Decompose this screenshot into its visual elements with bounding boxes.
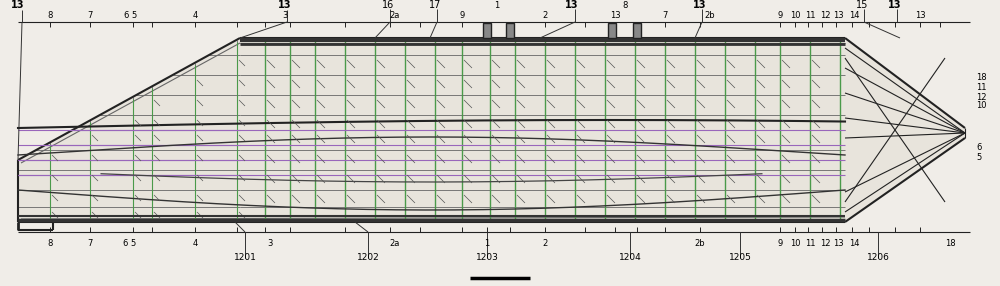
Text: 13: 13 [11,0,25,10]
Text: 1: 1 [484,239,490,247]
Text: 13: 13 [915,11,925,19]
Text: 1: 1 [494,1,500,9]
Text: 13: 13 [278,0,292,10]
Text: 2: 2 [542,11,548,19]
Text: 13: 13 [693,0,707,10]
Text: 9: 9 [777,239,783,247]
Text: 14: 14 [849,11,859,19]
Text: 2a: 2a [390,11,400,19]
Text: 1205: 1205 [729,253,751,263]
Text: 11: 11 [805,239,815,247]
Bar [608,23,616,38]
Text: 3: 3 [267,239,273,247]
Polygon shape [18,38,965,222]
Text: 11: 11 [976,84,986,92]
Text: 18: 18 [945,239,955,247]
Text: 4: 4 [192,11,198,19]
Text: 13: 13 [610,11,620,19]
Text: 2b: 2b [695,239,705,247]
Text: 1203: 1203 [476,253,498,263]
Text: 7: 7 [87,11,93,19]
Text: 2: 2 [542,239,548,247]
Text: 5: 5 [976,154,981,162]
Text: 9: 9 [777,11,783,19]
Bar [506,23,514,38]
Text: 3: 3 [282,11,288,19]
Text: 6: 6 [976,144,981,152]
Text: 14: 14 [849,239,859,247]
Text: 8: 8 [47,239,53,247]
Text: 18: 18 [976,74,987,82]
Text: 9: 9 [459,11,465,19]
Text: 12: 12 [820,11,830,19]
Text: 2a: 2a [390,239,400,247]
Text: 4: 4 [192,239,198,247]
Text: 6 5: 6 5 [124,11,138,19]
Text: 1201: 1201 [234,253,256,263]
Text: 11: 11 [805,11,815,19]
Text: 10: 10 [790,11,800,19]
Text: 15: 15 [856,0,868,10]
Text: 2b: 2b [705,11,715,19]
Text: 10: 10 [790,239,800,247]
Text: 7: 7 [662,11,668,19]
Text: 1204: 1204 [619,253,641,263]
Bar [633,23,641,38]
Bar [483,23,491,38]
Text: 16: 16 [382,0,394,10]
Text: 7: 7 [87,239,93,247]
Text: 8: 8 [47,11,53,19]
Text: 13: 13 [833,11,843,19]
Text: 13: 13 [833,239,843,247]
Text: 12: 12 [820,239,830,247]
Text: 17: 17 [429,0,441,10]
Text: 6 5: 6 5 [123,239,137,247]
Text: 13: 13 [888,0,902,10]
Text: 1206: 1206 [867,253,889,263]
Text: 1202: 1202 [357,253,379,263]
Text: 10: 10 [976,100,986,110]
Text: 13: 13 [565,0,579,10]
Text: 12: 12 [976,92,986,102]
Text: 8: 8 [622,1,628,9]
